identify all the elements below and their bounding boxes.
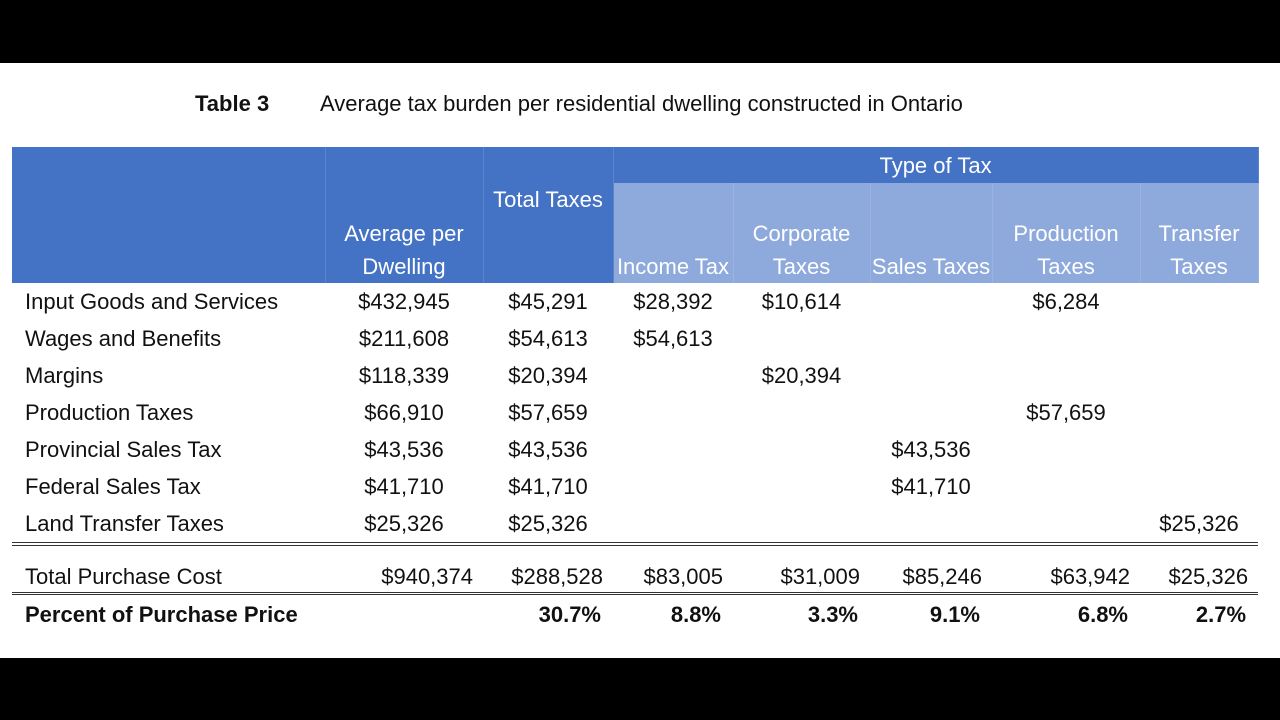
row-label: Land Transfer Taxes — [12, 505, 325, 546]
table-cell — [1140, 394, 1258, 431]
table-cell — [733, 320, 870, 357]
table-cell: $41,710 — [508, 473, 588, 499]
table-cell: $57,659 — [1026, 399, 1106, 425]
table-cell — [1140, 431, 1258, 468]
table-cell: $20,394 — [508, 362, 588, 388]
table-cell: 6.8% — [1077, 602, 1128, 627]
table-cell — [870, 394, 992, 431]
table-cell: $83,005 — [613, 544, 733, 595]
row-label: Margins — [25, 362, 104, 388]
column-header: Average per Dwelling — [325, 183, 484, 283]
table-cell: 30.7% — [538, 602, 601, 627]
table-cell — [1140, 320, 1258, 357]
table-cell — [1140, 468, 1258, 505]
table-number: Table 3 — [195, 91, 270, 116]
table-cell: $25,326 — [1140, 544, 1259, 595]
table-cell — [613, 357, 733, 394]
table-row: Land Transfer Taxes $25,326 $25,326 $25,326 — [12, 505, 1259, 546]
column-header: Sales Taxes — [870, 183, 993, 283]
table-cell: $28,392 — [633, 288, 713, 314]
table-cell: $25,326 — [1140, 505, 1259, 546]
table-cell — [733, 468, 870, 505]
table-cell: $57,659 — [508, 399, 588, 425]
table-row: Wages and Benefits $211,608 $54,613 $54,613 — [12, 320, 1258, 357]
column-header: Corporate Taxes — [733, 183, 871, 283]
table-cell: $41,710 — [891, 473, 971, 499]
table-cell: $940,374 — [325, 544, 483, 595]
row-label: Production Taxes — [25, 399, 194, 425]
table-cell: 8.8% — [670, 602, 721, 627]
table-cell: $43,536 — [891, 436, 971, 462]
tax-burden-table: Type of Tax Average per Dwelling Total Ta… — [12, 147, 1259, 635]
row-label: Percent of Purchase Price — [25, 602, 298, 627]
table-cell — [870, 283, 992, 320]
table-cell: $6,284 — [1032, 288, 1100, 314]
header-blank — [12, 147, 326, 183]
table-cell: $43,536 — [508, 436, 588, 462]
column-header: Income Tax — [613, 183, 734, 283]
table-cell: 9.1% — [929, 602, 980, 627]
table-row: Production Taxes $66,910 $57,659 $57,659 — [12, 394, 1258, 431]
table-cell: $41,710 — [364, 473, 444, 499]
table-row: Input Goods and Services $432,945 $45,291 $… — [12, 283, 1258, 320]
table-row: Percent of Purchase Price 30.7% 8.8% 3.3% 9.… — [12, 594, 1258, 636]
table-cell — [613, 394, 733, 431]
table-cell — [733, 431, 870, 468]
table-title: Average tax burden per residential dwell… — [320, 91, 963, 116]
column-header: Production Taxes — [992, 183, 1141, 283]
table-cell — [733, 505, 870, 546]
table-cell: $63,942 — [992, 544, 1140, 595]
table-cell: $85,246 — [870, 544, 992, 595]
table-cell: 3.3% — [807, 602, 858, 627]
table-cell: $20,394 — [761, 362, 842, 388]
table-cell: $118,339 — [358, 362, 450, 388]
table-cell: $10,614 — [761, 288, 842, 314]
table-cell — [992, 505, 1140, 546]
table-row: Federal Sales Tax $41,710 $41,710 $41,710 — [12, 468, 1258, 505]
table-cell — [870, 505, 992, 546]
table-cell — [992, 320, 1140, 357]
table-cell — [613, 431, 733, 468]
table-cell — [613, 505, 733, 546]
row-label: Wages and Benefits — [25, 325, 222, 351]
table-cell: $43,536 — [364, 436, 444, 462]
row-label: Total Purchase Cost — [12, 544, 325, 595]
table-cell: $25,326 — [325, 505, 483, 546]
row-label: Input Goods and Services — [25, 288, 279, 314]
table-cell: $54,613 — [633, 325, 713, 351]
column-header — [12, 183, 326, 283]
table-row: Provincial Sales Tax $43,536 $43,536 $43,53… — [12, 431, 1258, 468]
table-cell: $66,910 — [364, 399, 444, 425]
table-cell: $54,613 — [508, 325, 588, 351]
table-cell: $31,009 — [733, 544, 870, 595]
table-cell — [1140, 283, 1258, 320]
table-cell — [1140, 357, 1258, 394]
column-header: Total Taxes — [483, 183, 614, 283]
table-cell: $288,528 — [483, 544, 613, 595]
table-cell — [992, 468, 1140, 505]
table-cell: $45,291 — [508, 288, 588, 314]
table-cell — [733, 394, 870, 431]
row-label: Provincial Sales Tax — [25, 436, 222, 462]
column-header: Transfer Taxes — [1140, 183, 1259, 283]
header-group-type-of-tax: Type of Tax — [613, 147, 1259, 183]
row-label: Federal Sales Tax — [25, 473, 201, 499]
table-row: Margins $118,339 $20,394 $20,394 — [12, 357, 1258, 394]
table-cell — [325, 594, 483, 636]
table-cell — [992, 357, 1140, 394]
table-cell — [870, 320, 992, 357]
table-cell: 2.7% — [1195, 602, 1247, 627]
table-cell: $432,945 — [358, 288, 450, 314]
table-cell: $25,326 — [483, 505, 613, 546]
table-cell — [992, 431, 1140, 468]
table-row: Total Purchase Cost $940,374 $288,528 $83,0… — [12, 544, 1259, 595]
document-page: Table 3 Average tax burden per residenti… — [0, 63, 1280, 658]
table-cell: $211,608 — [358, 325, 450, 351]
table-cell — [613, 468, 733, 505]
table-cell — [870, 357, 992, 394]
